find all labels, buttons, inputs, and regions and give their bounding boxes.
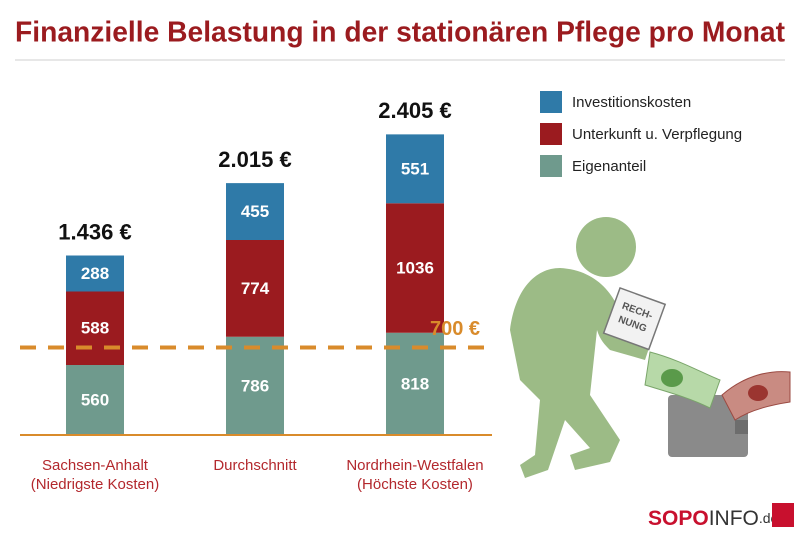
bar-segment (226, 183, 284, 240)
bar-segment (66, 291, 124, 365)
data-label: 288 (81, 264, 109, 283)
brand-logo (772, 503, 794, 527)
total-label: 2.015 € (218, 147, 291, 172)
reference-label: 700 € (430, 318, 480, 340)
wallet-clasp (735, 420, 748, 434)
brand-part: SOPO (648, 507, 709, 530)
x-tick-sublabel: (Höchste Kosten) (357, 476, 473, 493)
legend-swatch (540, 91, 562, 113)
bar-segment (226, 240, 284, 337)
data-label: 551 (401, 159, 429, 178)
illustration: RECH- NUNG (510, 217, 791, 478)
bar-segment (386, 134, 444, 204)
bar-segment (386, 203, 444, 333)
wallet (668, 395, 748, 457)
data-label: 1036 (396, 258, 434, 277)
brand: SOPOINFO.de (648, 507, 779, 530)
data-label: 818 (401, 374, 429, 393)
brand-part: INFO (709, 507, 759, 530)
legend-swatch (540, 155, 562, 177)
legend-label: Eigenanteil (572, 158, 646, 175)
banknote-mark (748, 385, 768, 401)
total-label: 1.436 € (58, 219, 131, 244)
figure-head (576, 217, 636, 277)
bar-segment (226, 336, 284, 435)
bar-segment (386, 332, 444, 435)
data-label: 455 (241, 202, 269, 221)
legend-swatch (540, 123, 562, 145)
x-tick-label: Durchschnitt (213, 457, 297, 474)
x-tick-label: Nordrhein-Westfalen (346, 457, 483, 474)
legend-label: Unterkunft u. Verpflegung (572, 126, 742, 143)
x-tick-label: Sachsen-Anhalt (42, 457, 149, 474)
data-label: 588 (81, 319, 109, 338)
bar-segment (66, 255, 124, 292)
legend-label: Investitionskosten (572, 94, 691, 111)
bar-segment (66, 365, 124, 435)
chart-title: Finanzielle Belastung in der stationären… (15, 17, 785, 49)
x-tick-sublabel: (Niedrigste Kosten) (31, 476, 159, 493)
invoice: RECH- NUNG (602, 286, 667, 351)
banknote-mark (661, 369, 683, 387)
data-label: 560 (81, 390, 109, 409)
total-label: 2.405 € (378, 98, 451, 123)
data-label: 774 (241, 279, 270, 298)
data-label: 786 (241, 376, 269, 395)
